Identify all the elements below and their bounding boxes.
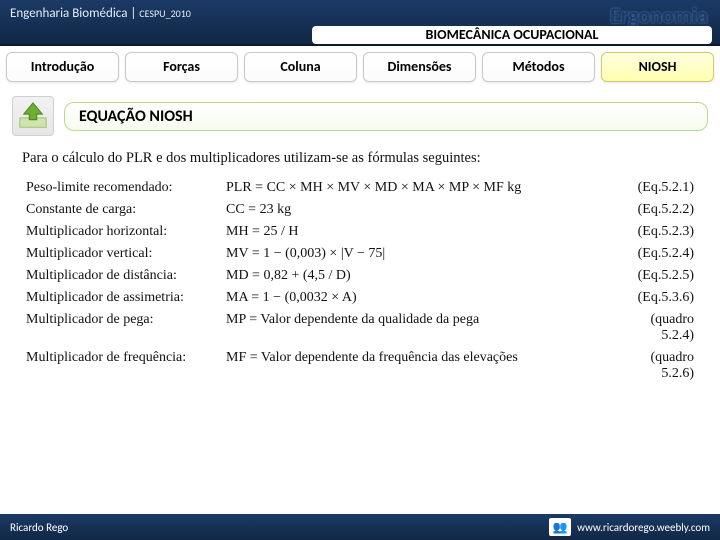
tab-introducao[interactable]: Introdução: [6, 52, 119, 82]
formula-expr: MV = 1 − (0,003) × |V − 75|: [222, 243, 618, 265]
footer-bar: Ricardo Rego 👥 www.ricardorego.weebly.co…: [0, 514, 720, 540]
formula-row: Multiplicador de distância:MD = 0,82 + (…: [22, 265, 698, 287]
course-label: Engenharia Biomédica | CESPU_2010: [10, 6, 191, 21]
footer-right: 👥 www.ricardorego.weebly.com: [549, 518, 710, 536]
formula-eq: (Eq.5.2.1): [618, 177, 698, 199]
formula-eq: (Eq.5.2.4): [618, 243, 698, 265]
formula-label: Multiplicador vertical:: [22, 243, 222, 265]
arrow-up-icon: [18, 101, 48, 131]
formula-expr: MP = Valor dependente da qualidade da pe…: [222, 309, 618, 347]
formula-eq: (Eq.5.2.3): [618, 221, 698, 243]
formula-row: Peso-limite recomendado:PLR = CC × MH × …: [22, 177, 698, 199]
formula-eq: (quadro 5.2.6): [618, 347, 698, 385]
content-area: Para o cálculo do PLR e dos multiplicado…: [0, 142, 720, 385]
intro-text: Para o cálculo do PLR e dos multiplicado…: [22, 150, 698, 167]
formula-eq: (Eq.5.3.6): [618, 287, 698, 309]
formula-expr: MF = Valor dependente da frequência das …: [222, 347, 618, 385]
formula-row: Multiplicador horizontal:MH = 25 / H(Eq.…: [22, 221, 698, 243]
footer-url: www.ricardorego.weebly.com: [577, 521, 710, 534]
tab-forcas[interactable]: Forças: [125, 52, 238, 82]
section-header: EQUAÇÃO NIOSH: [12, 96, 708, 136]
formula-eq: (Eq.5.2.5): [618, 265, 698, 287]
section-icon: [12, 96, 54, 136]
tab-strip: Introdução Forças Coluna Dimensões Métod…: [0, 46, 720, 82]
formula-label: Multiplicador de pega:: [22, 309, 222, 347]
formula-eq: (Eq.5.2.2): [618, 199, 698, 221]
formula-expr: MH = 25 / H: [222, 221, 618, 243]
formula-label: Peso-limite recomendado:: [22, 177, 222, 199]
formula-expr: MD = 0,82 + (4,5 / D): [222, 265, 618, 287]
formula-expr: MA = 1 − (0,0032 × A): [222, 287, 618, 309]
formula-expr: CC = 23 kg: [222, 199, 618, 221]
header-bar: Engenharia Biomédica | CESPU_2010 Ergono…: [0, 0, 720, 46]
formula-row: Multiplicador de frequência:MF = Valor d…: [22, 347, 698, 385]
formula-label: Constante de carga:: [22, 199, 222, 221]
formula-table: Peso-limite recomendado:PLR = CC × MH × …: [22, 177, 698, 385]
course-prefix: Engenharia Biomédica: [10, 6, 127, 21]
page-subtitle: BIOMECÂNICA OCUPACIONAL: [312, 26, 712, 44]
formula-row: Multiplicador vertical:MV = 1 − (0,003) …: [22, 243, 698, 265]
tab-niosh[interactable]: NIOSH: [601, 52, 714, 82]
formula-label: Multiplicador de assimetria:: [22, 287, 222, 309]
formula-label: Multiplicador de frequência:: [22, 347, 222, 385]
course-code: CESPU_2010: [139, 7, 191, 20]
course-sep: |: [127, 6, 139, 21]
formula-label: Multiplicador horizontal:: [22, 221, 222, 243]
footer-author: Ricardo Rego: [10, 521, 68, 534]
formula-row: Multiplicador de assimetria:MA = 1 − (0,…: [22, 287, 698, 309]
formula-label: Multiplicador de distância:: [22, 265, 222, 287]
brand-label: Ergonomia: [610, 2, 708, 29]
section-title: EQUAÇÃO NIOSH: [64, 102, 708, 131]
tab-metodos[interactable]: Métodos: [482, 52, 595, 82]
tab-dimensoes[interactable]: Dimensões: [363, 52, 476, 82]
formula-expr: PLR = CC × MH × MV × MD × MA × MP × MF k…: [222, 177, 618, 199]
people-icon: 👥: [549, 518, 571, 536]
formula-eq: (quadro 5.2.4): [618, 309, 698, 347]
formula-row: Constante de carga:CC = 23 kg(Eq.5.2.2): [22, 199, 698, 221]
formula-row: Multiplicador de pega:MP = Valor depende…: [22, 309, 698, 347]
tab-coluna[interactable]: Coluna: [244, 52, 357, 82]
